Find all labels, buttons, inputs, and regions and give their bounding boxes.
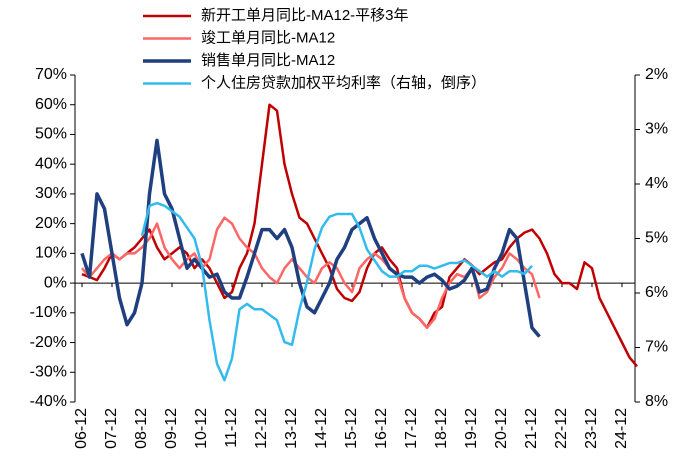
y-tick-label: -40% [30,393,67,410]
y-tick-label: 60% [35,96,67,113]
x-tick-label: 08-12 [133,408,150,449]
legend-label: 新开工单月同比-MA12-平移3年 [201,7,409,24]
series-line [140,201,533,382]
x-tick-label: 24-12 [613,408,630,449]
y-tick-label: -30% [30,363,67,380]
y-tick-label: 50% [35,126,67,143]
x-tick-label: 13-12 [283,408,300,449]
y-tick-label: 0% [44,274,67,291]
series-line [81,216,541,329]
y2-tick-label: 5% [645,230,668,247]
y2-tick-label: 3% [645,121,668,138]
legend-label: 销售单月同比-MA12 [201,52,335,69]
y2-tick-label: 8% [645,393,668,410]
y2-tick-label: 4% [645,175,668,192]
y-tick-label: -20% [30,334,67,351]
y-tick-label: 70% [35,66,67,83]
legend-label: 个人住房贷款加权平均利率（右轴，倒序） [201,74,486,91]
y2-tick-label: 6% [645,284,668,301]
x-tick-label: 06-12 [73,408,90,449]
x-tick-label: 10-12 [193,408,210,449]
series-line [81,103,638,368]
x-tick-label: 11-12 [223,408,240,448]
x-tick-label: 22-12 [553,408,570,449]
x-tick-label: 23-12 [583,408,600,449]
y2-tick-label: 2% [645,66,668,83]
y2-tick-label: 7% [645,339,668,356]
legend-label: 竣工单月同比-MA12 [201,29,335,46]
y-tick-label: -10% [30,304,67,321]
x-tick-label: 16-12 [373,408,390,449]
y-tick-label: 20% [35,215,67,232]
x-tick-label: 18-12 [433,408,450,449]
x-tick-label: 19-12 [463,408,480,449]
x-tick-label: 15-12 [343,408,360,449]
x-tick-label: 12-12 [253,408,270,449]
x-tick-label: 14-12 [313,408,330,449]
x-tick-label: 17-12 [403,408,420,449]
x-tick-label: 07-12 [103,408,120,449]
y-tick-label: 40% [35,155,67,172]
series-line [80,138,541,338]
x-tick-label: 21-12 [523,408,540,449]
x-tick-label: 20-12 [493,408,510,449]
x-tick-label: 09-12 [163,408,180,449]
y-tick-label: 30% [35,185,67,202]
y-tick-label: 10% [35,245,67,262]
